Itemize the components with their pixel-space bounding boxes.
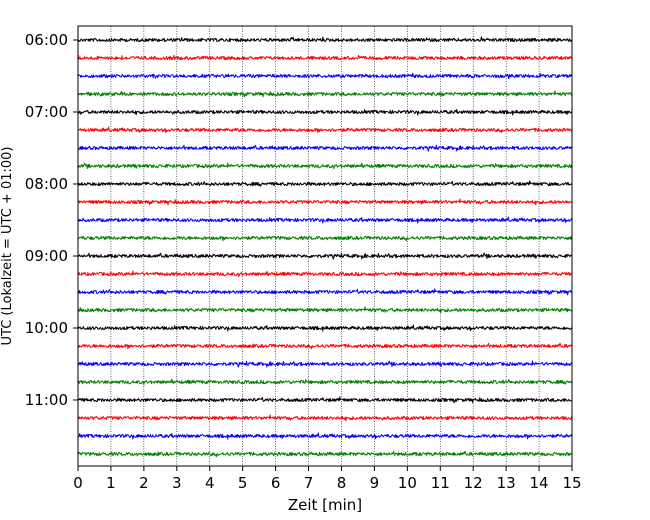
- trace-line: [77, 180, 573, 187]
- trace-line: [77, 450, 573, 458]
- trace-line: [77, 306, 573, 314]
- x-tick-label: 1: [106, 474, 116, 492]
- y-tick-label: 07:00: [25, 103, 68, 121]
- trace-line: [77, 378, 573, 386]
- trace-line: [77, 126, 573, 134]
- y-tick-label: 08:00: [25, 175, 68, 193]
- x-axis-ticks: 0 1 2 3 4 5 6 7 8 9 10 11 12 13 14 15: [73, 466, 582, 492]
- trace-line: [77, 36, 573, 43]
- y-tick-label: 09:00: [25, 247, 68, 265]
- x-tick-label: 4: [205, 474, 215, 492]
- x-tick-label: 15: [562, 474, 581, 492]
- x-tick-label: 6: [271, 474, 281, 492]
- y-axis-label: UTC (Lokalzeit = UTC + 01:00): [0, 147, 15, 346]
- trace-line: [77, 144, 573, 152]
- y-axis-ticks: 06:00 07:00 08:00 09:00 10:00 11:00: [25, 31, 78, 409]
- x-tick-label: 2: [139, 474, 149, 492]
- trace-line: [77, 414, 573, 422]
- x-tick-label: 3: [172, 474, 182, 492]
- x-tick-label: 12: [464, 474, 483, 492]
- x-tick-label: 0: [73, 474, 83, 492]
- trace-line: [77, 342, 573, 350]
- y-tick-label: 11:00: [25, 391, 68, 409]
- trace-line: [77, 324, 573, 332]
- x-tick-label: 14: [530, 474, 549, 492]
- trace-line: [77, 90, 573, 98]
- x-tick-label: 13: [497, 474, 516, 492]
- x-tick-label: 8: [337, 474, 347, 492]
- trace-line: [77, 162, 573, 170]
- trace-line: [77, 235, 573, 242]
- x-tick-label: 9: [370, 474, 380, 492]
- trace-line: [77, 252, 573, 260]
- trace-line: [77, 270, 573, 278]
- y-tick-label: 10:00: [25, 319, 68, 337]
- x-tick-label: 11: [431, 474, 450, 492]
- trace-line: [77, 216, 573, 224]
- seismic-traces: [77, 36, 573, 458]
- trace-line: [77, 360, 573, 368]
- trace-line: [77, 54, 573, 61]
- trace-line: [77, 198, 573, 206]
- trace-line: [77, 109, 573, 116]
- x-axis-label: Zeit [min]: [288, 496, 362, 514]
- trace-line: [77, 288, 573, 296]
- x-tick-label: 5: [238, 474, 248, 492]
- plot-frame: [77, 25, 573, 467]
- x-gridlines: [110, 26, 540, 466]
- trace-line: [77, 72, 573, 80]
- x-tick-label: 10: [398, 474, 417, 492]
- y-tick-label: 06:00: [25, 31, 68, 49]
- trace-line: [77, 396, 573, 404]
- trace-line: [77, 432, 573, 440]
- x-tick-label: 7: [304, 474, 314, 492]
